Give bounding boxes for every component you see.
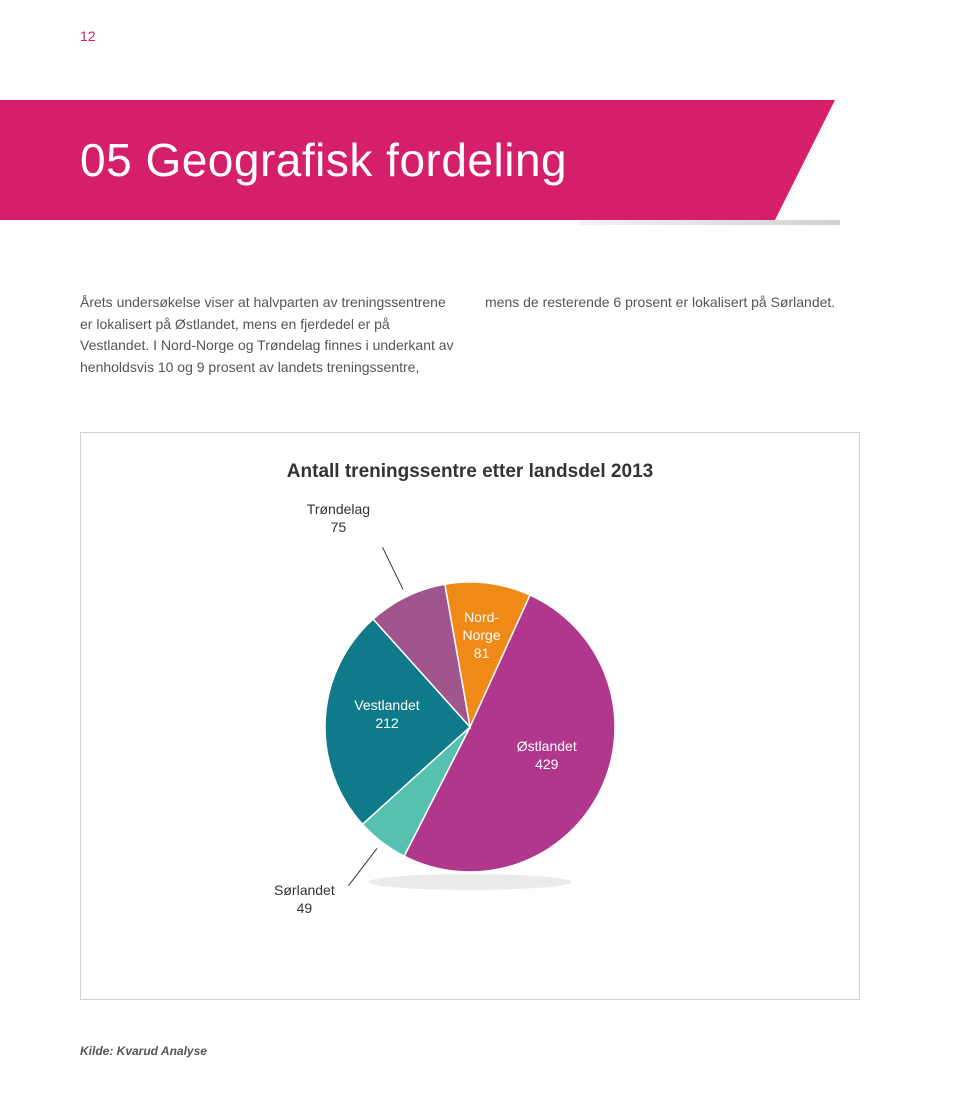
- chart-title: Antall treningssentre etter landsdel 201…: [81, 461, 859, 483]
- pie-slice-label: Trøndelag75: [293, 500, 383, 536]
- page-title: 05 Geografisk fordeling: [80, 133, 567, 187]
- chart-container: Antall treningssentre etter landsdel 201…: [80, 432, 860, 1000]
- source-citation: Kilde: Kvarud Analyse: [80, 1044, 207, 1058]
- pie-slice-label: Østlandet429: [507, 737, 587, 773]
- title-bar: 05 Geografisk fordeling: [0, 100, 775, 220]
- leader-line: [382, 547, 403, 589]
- title-bar-shadow: [580, 220, 840, 225]
- pie-slice-label: Vestlandet212: [347, 696, 427, 732]
- body-text: Årets undersøkelse viser at halvparten a…: [80, 292, 860, 379]
- body-col-1: Årets undersøkelse viser at halvparten a…: [80, 292, 455, 379]
- pie-slice-label: Nord-Norge81: [442, 608, 522, 663]
- pie-chart: Nord-Norge81 Østlandet429 Sørlandet49 Vestl…: [81, 483, 859, 933]
- page-number: 12: [80, 28, 96, 44]
- pie-slice-label: Sørlandet49: [259, 881, 349, 917]
- pie-svg: [80, 492, 860, 942]
- title-bar-angle: [775, 100, 835, 220]
- body-col-2: mens de resterende 6 prosent er lokalise…: [485, 292, 860, 379]
